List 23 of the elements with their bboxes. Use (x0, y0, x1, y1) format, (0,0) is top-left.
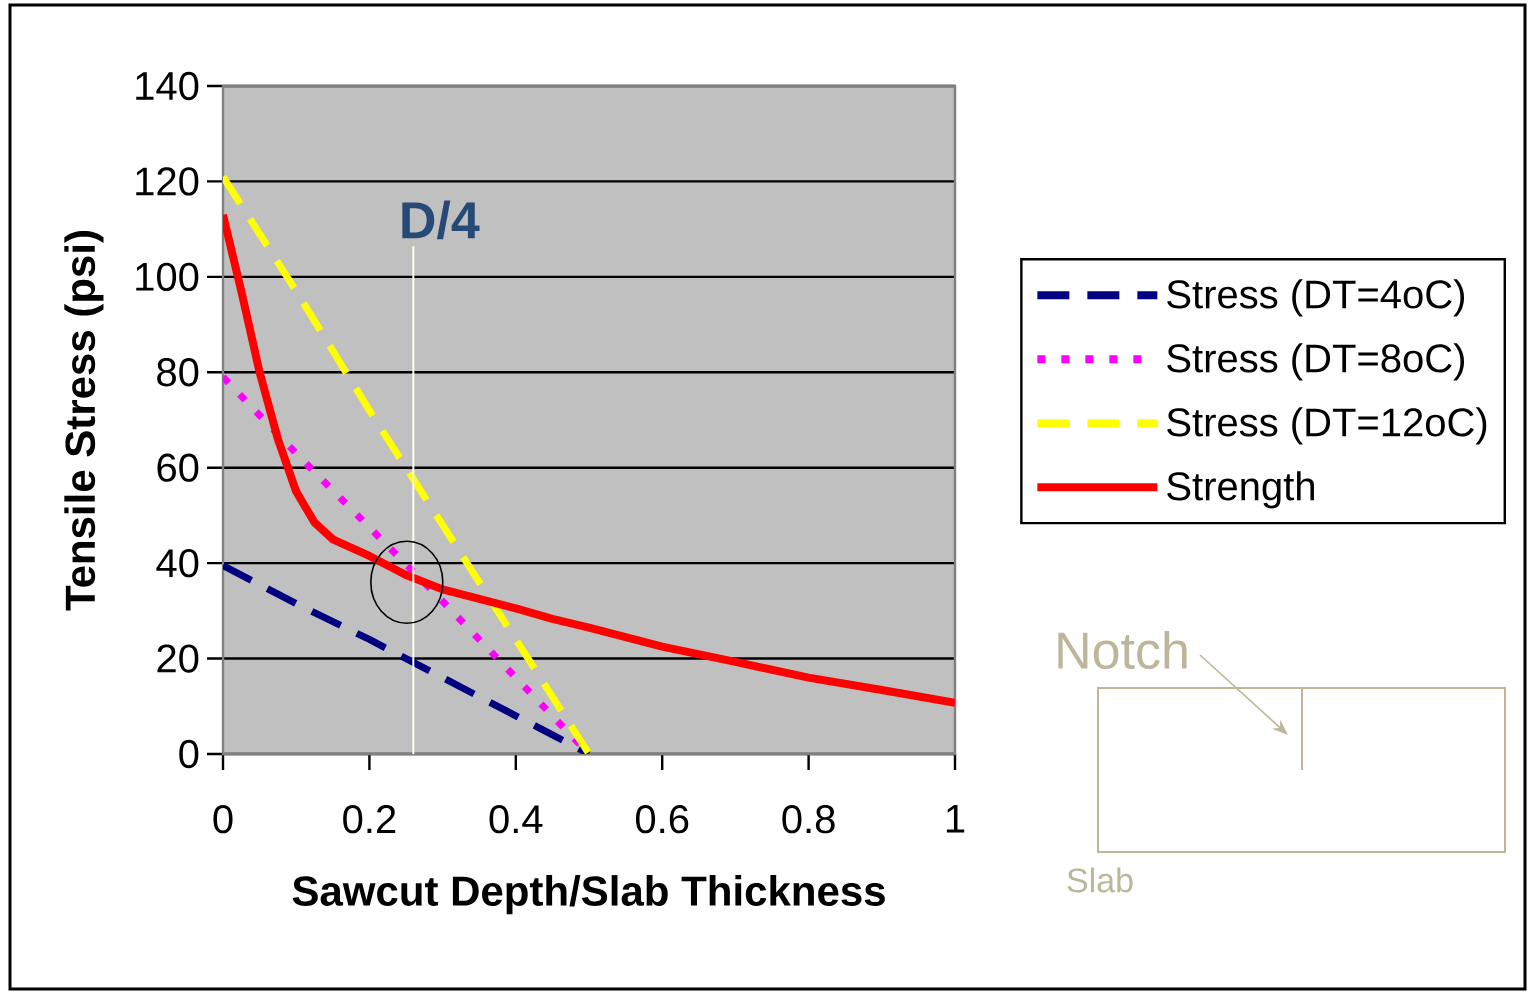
text: Notch (1058, 630, 1187, 670)
y-tick-label: 20 (157, 644, 199, 673)
ref-line-label: D/4 (402, 200, 480, 240)
x-tick-label: 1 (946, 805, 965, 833)
x-tick-label: 0.2 (343, 805, 396, 834)
y-tick-label: 100 (136, 262, 199, 291)
legend-label: Strength (1167, 471, 1314, 509)
y-tick-label: 60 (157, 453, 199, 482)
legend-label: Stress (DT=12oC) (1167, 407, 1487, 445)
y-tick-label: 120 (136, 167, 199, 196)
y-axis-title: Tensile Stress (psi) (64, 231, 104, 611)
x-tick-label: 0.8 (782, 805, 835, 834)
legend-label: Stress (DT=8oC) (1167, 343, 1465, 381)
x-tick-label: 0.4 (489, 805, 543, 834)
y-tick-label: 80 (157, 358, 199, 387)
x-axis-title: Sawcut Depth/Slab Thickness (292, 875, 885, 915)
legend-label: Stress (DT=4oC) (1167, 279, 1465, 317)
y-tick-label: 0 (179, 739, 199, 769)
y-tick-label: 140 (136, 71, 199, 101)
x-tick-label: 0.6 (635, 805, 689, 834)
text: Slab (1067, 867, 1133, 893)
x-tick-label: 0 (213, 805, 233, 834)
y-tick-label: 40 (156, 548, 199, 578)
